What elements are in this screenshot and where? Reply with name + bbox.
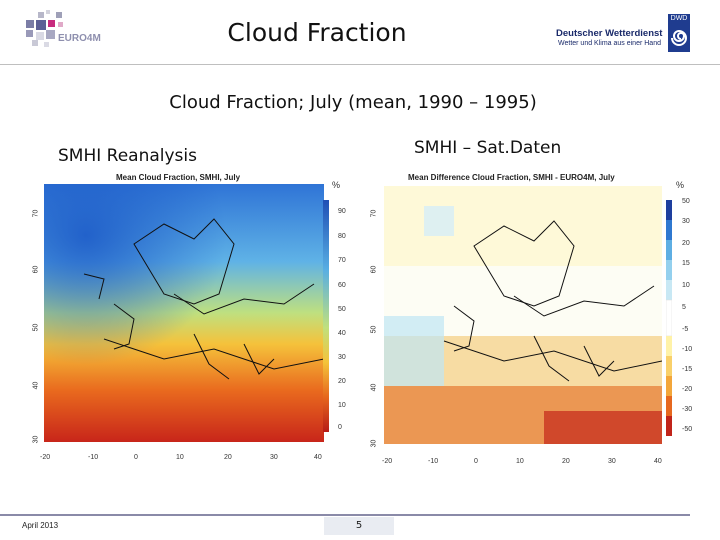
left-map-title: Mean Cloud Fraction, SMHI, July [116,173,241,182]
lon-tick: 0 [134,454,138,461]
dwd-emblem: DWD [668,14,690,52]
lon-tick: 20 [224,454,232,461]
lon-tick: 10 [516,458,524,465]
cb-tick: 90 [338,208,346,215]
left-colorbar [323,200,329,432]
page-title: Cloud Fraction [227,18,407,47]
cb-tick: 0 [338,424,342,431]
right-unit: % [676,180,685,190]
left-map-raster [44,184,324,442]
lon-tick: 30 [270,454,278,461]
lon-tick: 40 [314,454,322,461]
left-map-figure: Mean Cloud Fraction, SMHI, July % [28,170,358,466]
right-map-raster [384,186,662,444]
cb-tick: -50 [682,426,693,433]
dwd-logo: Deutscher Wetterdienst Wetter und Klima … [556,14,714,54]
cb-tick: 20 [338,378,346,385]
lon-tick: 30 [608,458,616,465]
footer-date: April 2013 [22,521,59,530]
cb-tick: 30 [682,218,690,225]
lon-tick: 0 [474,458,478,465]
swirl-icon [671,29,687,46]
left-colorbar-ticks: 90 80 70 60 50 40 30 20 10 0 [338,208,358,438]
lat-tick: 40 [370,383,378,392]
footer-rule [0,514,690,516]
left-unit: % [332,180,341,190]
cb-tick: 50 [338,306,346,313]
dwd-badge: DWD [670,15,688,22]
dwd-name: Deutscher Wetterdienst [556,28,663,39]
slide-subtitle: Cloud Fraction; July (mean, 1990 – 1995) [169,92,537,113]
lat-tick: 50 [32,323,40,332]
euro4m-logo-text: EURO4M [58,33,101,44]
cb-tick: -10 [682,346,693,353]
lat-tick: 70 [370,209,378,218]
cb-tick: -15 [682,366,693,373]
cb-tick: 15 [682,260,690,267]
lat-tick: 30 [32,435,40,444]
lon-tick: 40 [654,458,662,465]
lat-tick: 70 [32,209,40,218]
lat-tick: 30 [370,439,378,448]
cb-tick: -30 [682,406,693,413]
right-panel-label: SMHI – Sat.Daten [414,138,562,158]
right-colorbar-ticks: 50 30 20 15 10 5 -5 -10 -15 -20 -30 -50 [682,198,700,434]
cb-tick: 5 [682,304,686,311]
left-panel-label: SMHI Reanalysis [58,146,197,166]
lon-tick: -20 [40,454,51,461]
dwd-tagline: Wetter und Klima aus einer Hand [558,40,661,47]
cb-tick: 80 [338,233,346,240]
cb-tick: 40 [338,330,346,337]
right-map-title: Mean Difference Cloud Fraction, SMHI - E… [408,173,615,182]
right-colorbar [666,200,672,436]
lat-tick: 60 [370,265,378,274]
euro4m-logo: EURO4M [20,10,130,52]
cb-tick: -5 [682,326,689,333]
page-number: 5 [324,517,394,535]
lat-tick: 60 [32,265,40,274]
cb-tick: 50 [682,198,690,205]
lon-tick: 10 [176,454,184,461]
euro4m-logo-mosaic [26,10,63,47]
cb-tick: 10 [682,282,690,289]
lon-tick: -10 [428,458,439,465]
cb-tick: 60 [338,282,346,289]
right-map-figure: Mean Difference Cloud Fraction, SMHI - E… [366,170,696,466]
cb-tick: 30 [338,354,346,361]
lat-tick: 40 [32,381,40,390]
cb-tick: 70 [338,257,346,264]
lon-tick: -20 [382,458,393,465]
header-rule [0,64,720,65]
cb-tick: -20 [682,386,693,393]
lat-tick: 50 [370,325,378,334]
cb-tick: 10 [338,402,346,409]
lon-tick: 20 [562,458,570,465]
cb-tick: 20 [682,240,690,247]
lon-tick: -10 [88,454,99,461]
